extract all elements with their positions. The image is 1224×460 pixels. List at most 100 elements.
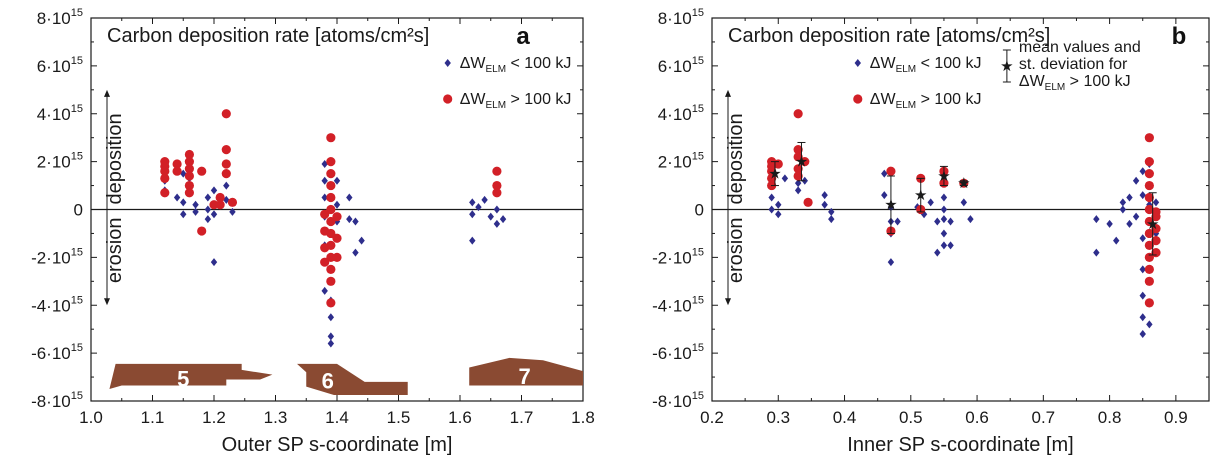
panel-label: b (1172, 23, 1187, 50)
mean-star: ★ (937, 168, 950, 185)
data-point-blue (967, 215, 974, 224)
data-point-blue (1146, 320, 1153, 329)
legend-label: ΔWELM < 100 kJ (870, 55, 982, 75)
data-point-blue (940, 241, 948, 250)
data-point-blue (352, 248, 359, 257)
data-point-red (1144, 264, 1154, 274)
data-point-red (1144, 133, 1154, 143)
x-tick-label: 0.2 (700, 408, 724, 427)
data-point-blue (927, 198, 934, 207)
data-point-blue (775, 210, 782, 219)
mean-star: ★ (795, 154, 808, 171)
chart-title: Carbon deposition rate [atoms/cm²s] (107, 25, 429, 47)
mean-star: ★ (957, 175, 970, 192)
x-tick-label: 0.3 (766, 408, 790, 427)
data-point-blue (1126, 193, 1133, 202)
data-point-red (172, 159, 182, 169)
data-point-red (172, 166, 182, 176)
x-tick-label: 0.7 (1032, 408, 1056, 427)
data-point-red (184, 164, 194, 174)
data-point-red (184, 149, 194, 160)
data-point-blue (493, 219, 501, 228)
y-tick-label: 8·1015 (658, 7, 704, 28)
divertor-tile (469, 357, 583, 386)
legend-marker-blue (854, 59, 861, 67)
x-tick-label: 0.6 (965, 408, 989, 427)
data-point-red (1151, 224, 1161, 234)
data-point-blue (487, 212, 494, 221)
legend-marker-red (853, 94, 863, 104)
data-point-red (326, 192, 336, 203)
data-point-blue (210, 258, 218, 267)
data-point-blue (940, 205, 948, 214)
data-point-blue (180, 198, 187, 207)
data-point-red (793, 171, 803, 181)
x-tick-label: 1.4 (325, 408, 349, 427)
y-tick-label: 2·1015 (658, 151, 704, 172)
data-point-blue (1139, 265, 1146, 274)
data-point-blue (327, 313, 335, 322)
data-point-red (326, 133, 336, 143)
data-point-blue (210, 186, 218, 195)
data-point-red (197, 226, 207, 236)
data-point-red (160, 166, 170, 176)
arrow-up-head (725, 89, 731, 97)
data-point-red (793, 145, 803, 155)
x-tick-label: 1.8 (571, 408, 595, 427)
arrow-up-head (104, 89, 110, 97)
data-point-blue (1139, 291, 1146, 300)
y-tick-label: 2·1015 (37, 151, 83, 172)
x-tick-label: 1.0 (79, 408, 103, 427)
x-tick-label: 0.5 (899, 408, 923, 427)
data-point-blue (821, 200, 828, 209)
data-point-blue (358, 236, 365, 245)
data-point-blue (210, 210, 218, 219)
data-point-red (332, 233, 342, 243)
x-tick-label: 1.2 (202, 408, 226, 427)
data-point-blue (229, 207, 236, 216)
data-point-red (215, 200, 225, 210)
x-tick-label: 1.7 (510, 408, 534, 427)
data-point-blue (934, 248, 941, 257)
legend-marker-red (443, 94, 453, 104)
tile-label: 7 (518, 364, 530, 389)
data-point-red (221, 168, 231, 179)
y-tick-label: 6·1015 (37, 55, 83, 76)
data-point-blue (894, 217, 901, 226)
data-point-red (326, 168, 336, 179)
data-point-blue (204, 193, 212, 202)
data-point-blue (223, 181, 230, 190)
data-point-blue (192, 200, 199, 209)
divertor-tile (109, 363, 273, 390)
y-tick-label: -4·1015 (31, 294, 83, 315)
data-point-red (320, 257, 330, 267)
data-point-red (326, 157, 336, 167)
x-tick-label: 1.1 (141, 408, 165, 427)
data-point-blue (828, 215, 835, 224)
data-point-blue (321, 193, 328, 202)
data-point-red (320, 209, 330, 219)
y-tick-label: -8·1015 (652, 390, 704, 411)
data-point-blue (940, 229, 948, 238)
data-point-blue (1132, 176, 1140, 185)
legend-label: mean values and (1019, 39, 1141, 56)
data-point-blue (1139, 167, 1146, 176)
data-point-red (492, 180, 502, 191)
mean-star: ★ (1146, 216, 1159, 233)
data-point-blue (180, 169, 187, 178)
x-axis-label: Outer SP s-coordinate [m] (222, 434, 453, 456)
x-tick-label: 1.6 (448, 408, 472, 427)
data-point-blue (346, 193, 353, 202)
data-point-blue (794, 179, 802, 188)
divertor-tile (297, 363, 408, 396)
data-point-red (1144, 216, 1154, 227)
legend-label: ΔWELM > 100 kJ (460, 91, 572, 111)
data-point-red (197, 166, 207, 176)
data-point-blue (321, 286, 328, 295)
data-point-blue (469, 198, 476, 207)
data-point-red (793, 152, 803, 162)
data-point-red (332, 212, 342, 222)
data-point-blue (1152, 198, 1160, 207)
y-tick-label: 6·1015 (658, 55, 704, 76)
